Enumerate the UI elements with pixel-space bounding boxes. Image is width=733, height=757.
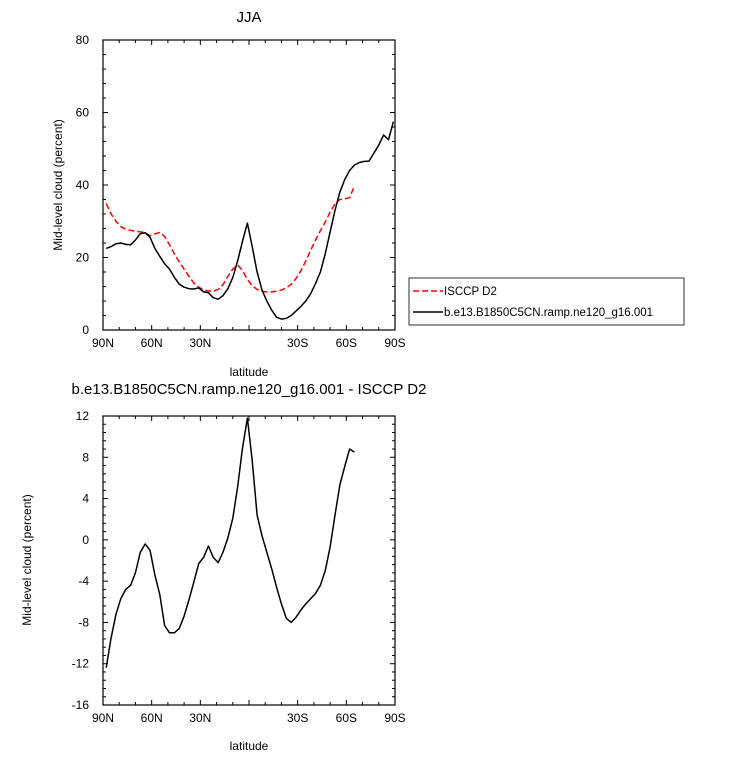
bottom-chart-xtick-label: 60N <box>141 711 163 725</box>
bottom-chart-xlabel: latitude <box>230 739 269 753</box>
top-chart-xtick-label: 60N <box>141 336 163 350</box>
bottom-chart-ytick-label: -4 <box>78 574 89 588</box>
bottom-chart: b.e13.B1850C5CN.ramp.ne120_g16.001 - ISC… <box>20 381 426 753</box>
top-chart-title: JJA <box>236 9 261 26</box>
bottom-chart-ytick-label: 0 <box>82 533 89 547</box>
bottom-chart-plot-frame <box>102 415 396 706</box>
bottom-chart-series <box>105 417 355 668</box>
top-chart-xtick-label: 30S <box>287 336 308 350</box>
bottom-chart-xtick-label: 90S <box>384 711 405 725</box>
bottom-chart-title: b.e13.B1850C5CN.ramp.ne120_g16.001 - ISC… <box>72 381 427 398</box>
top-chart-ytick-label: 60 <box>76 106 90 120</box>
bottom-chart-ytick-label: -12 <box>72 657 90 671</box>
bottom-chart-ytick-label: 4 <box>82 492 89 506</box>
top-chart-tick-labels: 90N 60N 30N 30S 60S 90S 0 20 40 60 80 <box>76 33 406 350</box>
top-chart-series <box>105 121 395 320</box>
top-chart-xtick-label: 30N <box>189 336 211 350</box>
top-chart-xlabel: latitude <box>230 365 269 379</box>
bottom-chart-xtick-label: 90N <box>92 711 114 725</box>
top-chart-ytick-label: 20 <box>76 251 90 265</box>
bottom-chart-ytick-label: 12 <box>76 409 90 423</box>
top-chart-series-line-1 <box>105 121 395 320</box>
top-chart-ylabel: Mid-level cloud (percent) <box>51 119 65 250</box>
bottom-chart-ticks <box>102 415 396 706</box>
bottom-chart-tick-labels: 90N 60N 30N 30S 60S 90S -16 -12 -8 -4 0 4 8 12 <box>72 409 406 725</box>
bottom-chart-ytick-label: -8 <box>78 615 89 629</box>
top-chart-ytick-label: 0 <box>82 323 89 337</box>
top-chart: JJA 90N 60N 30N 30S 60S 90S 0 20 40 60 80 Mid-leve… <box>51 9 406 379</box>
bottom-chart-ytick-label: -16 <box>72 698 90 712</box>
bottom-chart-ylabel: Mid-level cloud (percent) <box>20 494 34 625</box>
top-chart-plot-frame <box>102 39 396 331</box>
bottom-chart-xtick-label: 30S <box>287 711 308 725</box>
legend-label-model: b.e13.B1850C5CN.ramp.ne120_g16.001 <box>444 307 653 319</box>
bottom-chart-xtick-label: 60S <box>336 711 357 725</box>
bottom-chart-series-line-0 <box>105 417 355 668</box>
top-chart-ticks <box>102 39 396 331</box>
legend-label-isccp: ISCCP D2 <box>444 286 497 298</box>
top-chart-ytick-label: 40 <box>76 178 90 192</box>
bottom-chart-ytick-label: 8 <box>82 450 89 464</box>
legend: ISCCP D2 b.e13.B1850C5CN.ramp.ne120_g16.… <box>408 277 685 326</box>
top-chart-ytick-label: 80 <box>76 33 90 47</box>
top-chart-xtick-label: 90S <box>384 336 405 350</box>
top-chart-series-line-0 <box>105 185 356 293</box>
bottom-chart-xtick-label: 30N <box>189 711 211 725</box>
top-chart-xtick-label: 60S <box>336 336 357 350</box>
top-chart-xtick-label: 90N <box>92 336 114 350</box>
legend-box <box>408 277 685 326</box>
